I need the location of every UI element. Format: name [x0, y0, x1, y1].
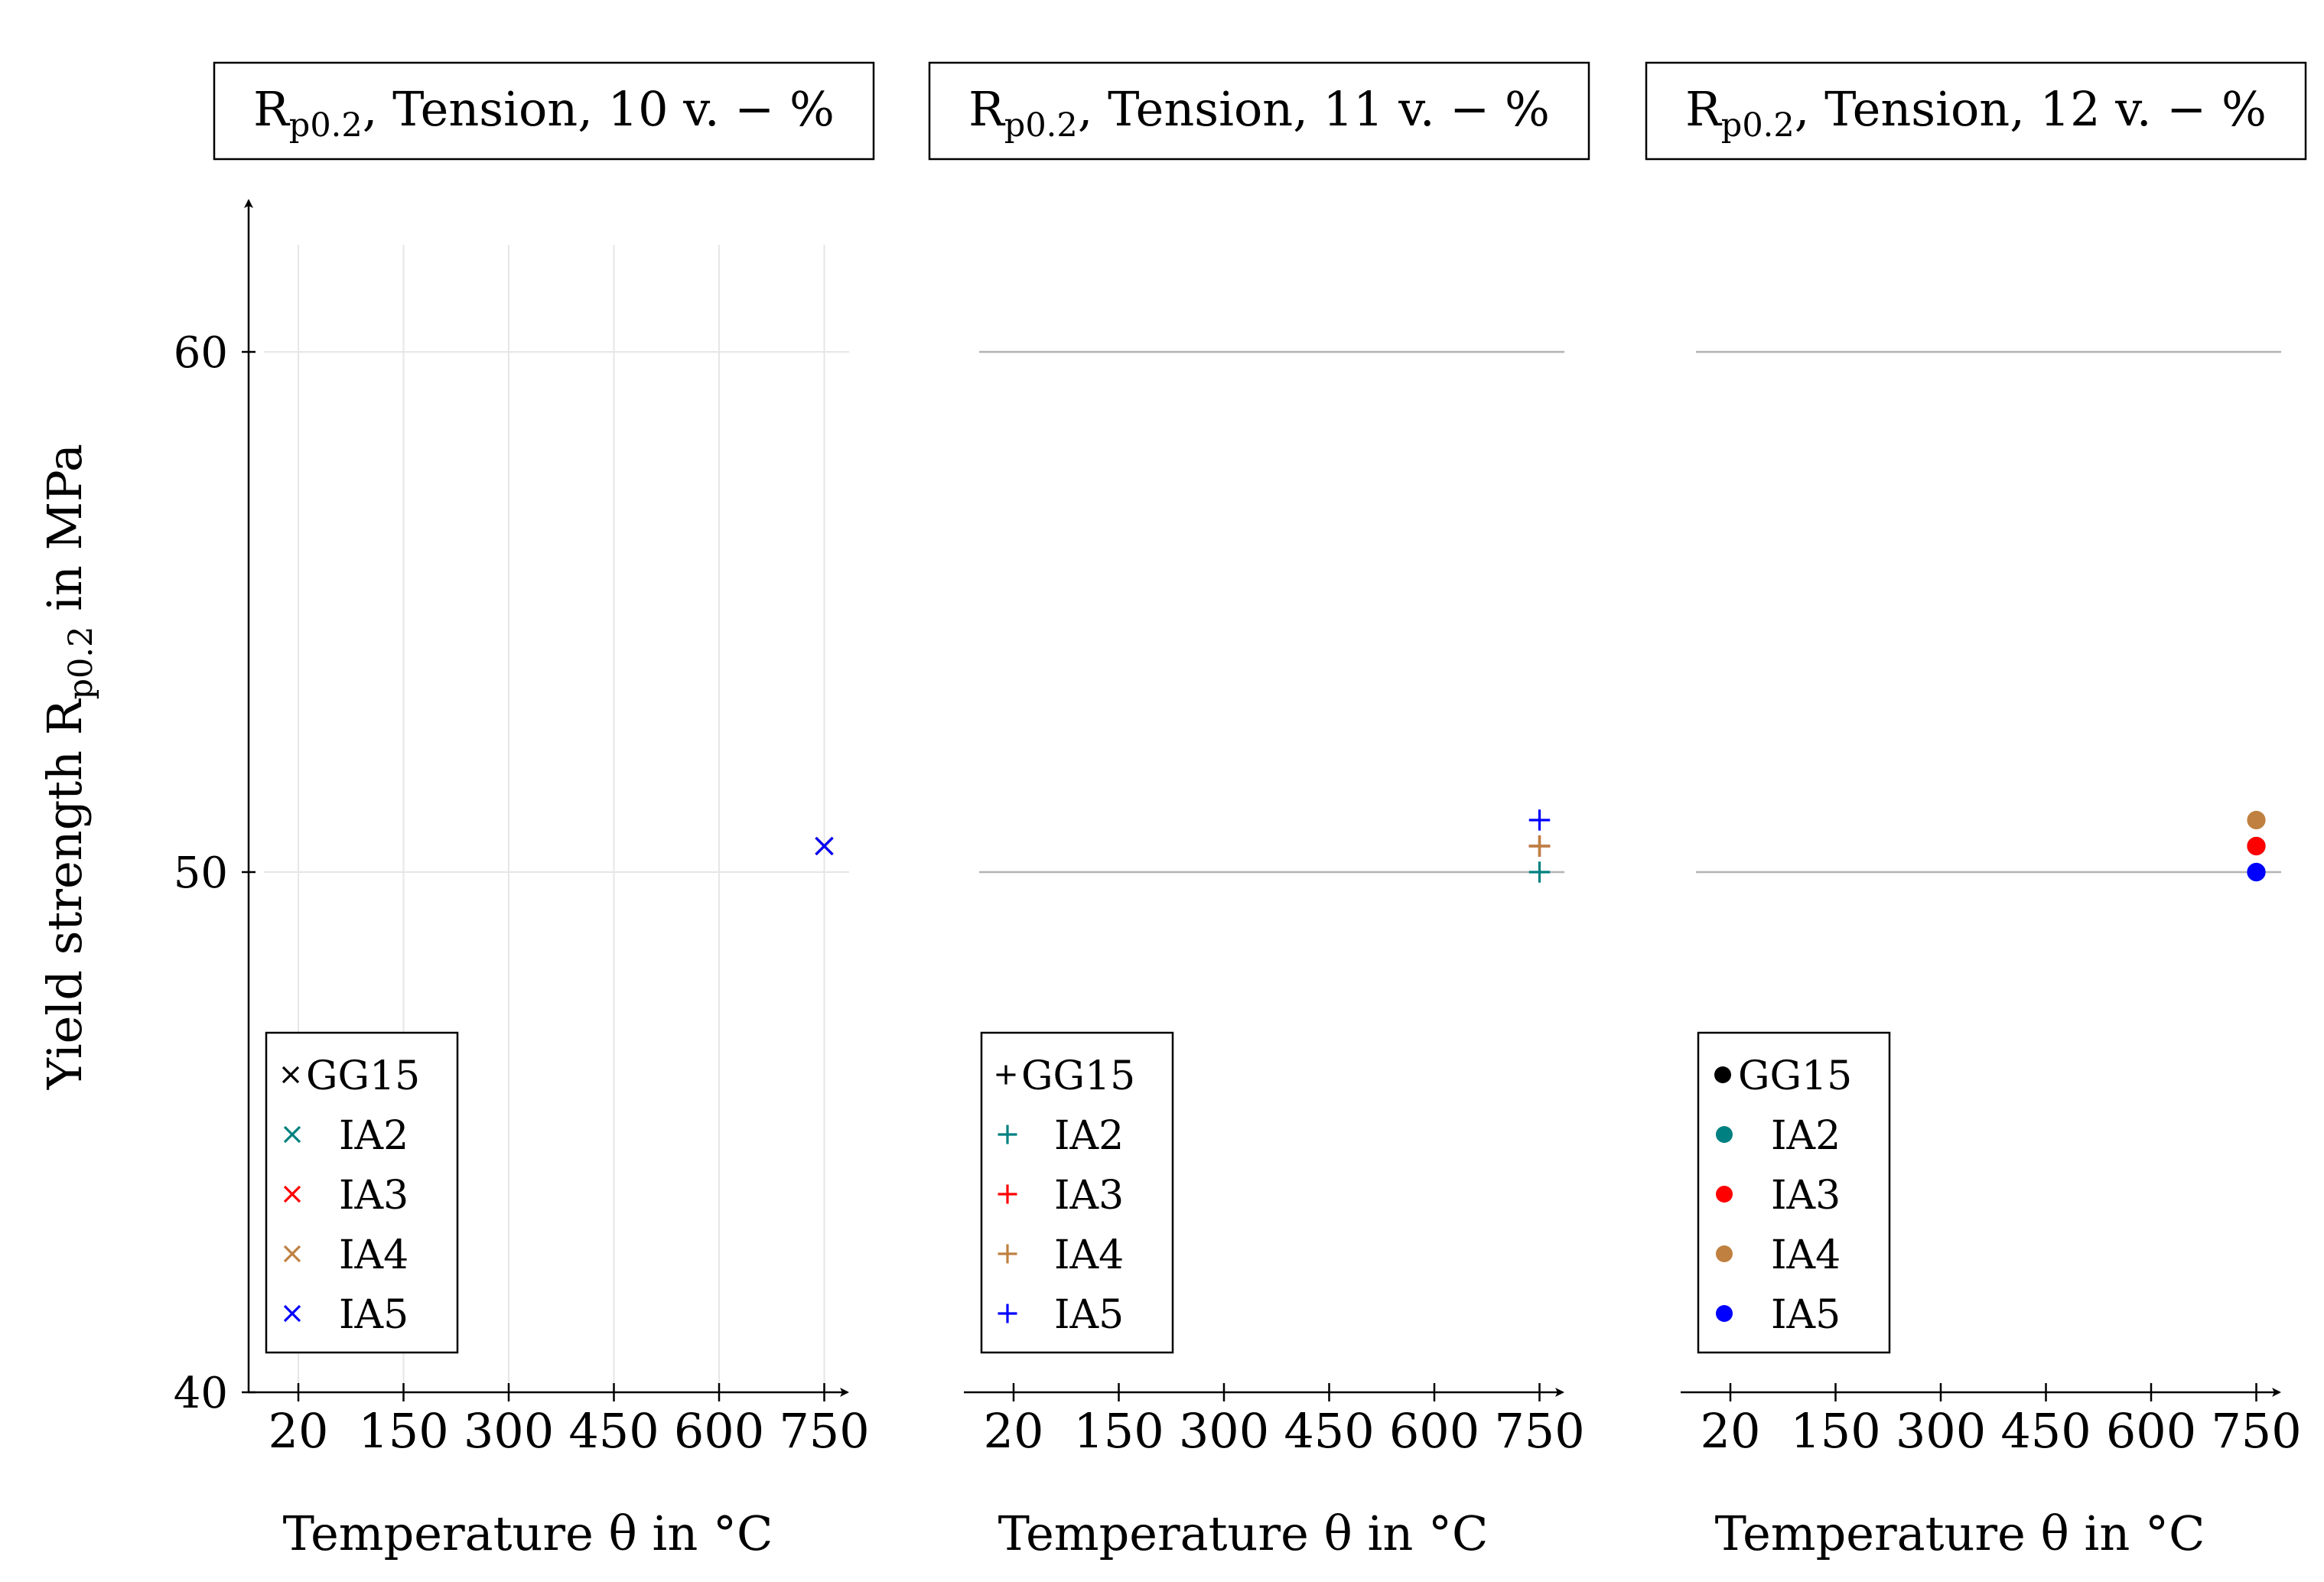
legend-marker-ia5: [283, 1304, 301, 1323]
data-point-ia4: [2247, 810, 2266, 830]
x-tick-label: 600: [2106, 1403, 2196, 1459]
x-tick-label: 150: [1790, 1403, 1880, 1459]
x-tick-label: 300: [1179, 1403, 1269, 1459]
x-tick-label: 150: [358, 1403, 448, 1459]
y-axis-label: Yield strength Rp0.2 in MPa: [37, 444, 100, 1090]
title-box: [213, 61, 875, 161]
legend-label-ia2: IA2: [1054, 1113, 1124, 1159]
legend-label-ia2: IA2: [1771, 1113, 1841, 1159]
x-tick-label: 600: [674, 1403, 764, 1459]
title-box: [928, 61, 1590, 161]
legend-marker-ia2-stroke-b: [283, 1125, 301, 1144]
panel-1: 4050607080901001101201301401501601701801…: [174, 61, 875, 1561]
x-tick-label: 20: [984, 1403, 1044, 1459]
legend-marker-ia4: [1716, 1245, 1733, 1262]
legend-label-ia4: IA4: [339, 1232, 408, 1278]
title-tail: , Tension, 12 v. − %: [1795, 81, 2267, 137]
legend-marker-ia3: [1716, 1186, 1733, 1203]
legend-label-ia3: IA3: [339, 1173, 408, 1219]
title-main: R: [253, 81, 291, 137]
legend-marker-gg15: [1714, 1066, 1731, 1083]
x-tick-label: 150: [1073, 1403, 1164, 1459]
legend-box: [265, 1031, 459, 1354]
legend-marker-ia5: [1716, 1305, 1733, 1322]
title-sub: p0.2: [289, 106, 363, 145]
data-point-ia2: [1528, 861, 1551, 883]
data-point-ia4: [1528, 835, 1551, 857]
legend-label-ia4: IA4: [1054, 1232, 1124, 1278]
legend-label-ia4: IA4: [1771, 1232, 1841, 1278]
legend-marker-ia5: [998, 1304, 1017, 1323]
legend-label-gg15: GG15: [1738, 1053, 1852, 1099]
x-axis-label: Temperature θ in °C: [283, 1506, 773, 1561]
chart-title: Rp0.2, Tension, 11 v. − %: [968, 81, 1550, 145]
title-main: R: [1685, 81, 1723, 137]
legend-marker-gg15-stroke-b: [282, 1066, 300, 1084]
y-tick-label: 40: [174, 1369, 228, 1418]
legend-marker-ia3: [998, 1184, 1017, 1204]
x-tick-label: 300: [464, 1403, 554, 1459]
x-tick-label: 300: [1896, 1403, 1986, 1459]
legend-label-ia5: IA5: [1771, 1292, 1841, 1338]
data-point-ia5: [2247, 862, 2266, 882]
x-axis-label: Temperature θ in °C: [998, 1506, 1489, 1561]
legend-label-ia3: IA3: [1054, 1173, 1124, 1219]
x-tick-label: 750: [1494, 1403, 1584, 1459]
chart-title: Rp0.2, Tension, 10 v. − %: [253, 81, 835, 145]
x-tick-label: 600: [1389, 1403, 1479, 1459]
x-tick-label: 750: [779, 1403, 869, 1459]
data-point-ia3: [2247, 836, 2266, 856]
title-main: R: [968, 81, 1006, 137]
legend-marker-ia4-stroke-b: [283, 1245, 301, 1263]
y-tick-label: 50: [174, 848, 228, 898]
x-tick-label: 450: [1284, 1403, 1374, 1459]
legend-marker-ia3: [283, 1185, 301, 1203]
legend-marker-ia2: [283, 1125, 301, 1144]
legend-marker-gg15: [282, 1066, 300, 1084]
x-tick-label: 750: [2211, 1403, 2301, 1459]
x-tick-label: 450: [568, 1403, 659, 1459]
legend-label-ia2: IA2: [339, 1113, 408, 1159]
data-point-ia5-stroke-b: [815, 836, 834, 856]
title-sub: p0.2: [1721, 106, 1795, 145]
legend-marker-gg15: [996, 1065, 1016, 1085]
title-box: [1645, 61, 2307, 161]
legend-marker-ia2: [1716, 1126, 1733, 1143]
x-tick-label: 20: [1701, 1403, 1761, 1459]
legend-marker-ia4: [283, 1245, 301, 1263]
data-point-ia5: [815, 836, 834, 856]
x-tick-label: 450: [2000, 1403, 2091, 1459]
title-sub: p0.2: [1004, 106, 1078, 145]
legend-box: [980, 1031, 1174, 1354]
data-point-ia5: [1528, 809, 1551, 831]
legend-marker-ia2: [998, 1125, 1017, 1144]
title-tail: , Tension, 10 v. − %: [363, 81, 835, 137]
x-tick-label: 20: [269, 1403, 329, 1459]
legend-marker-ia3-stroke-b: [283, 1185, 301, 1203]
legend-label-ia5: IA5: [1054, 1292, 1124, 1338]
title-tail: , Tension, 11 v. − %: [1078, 81, 1550, 137]
legend-label-ia5: IA5: [339, 1292, 408, 1338]
legend-marker-ia5-stroke-b: [283, 1304, 301, 1323]
legend-marker-ia4: [998, 1244, 1017, 1264]
x-axis-label: Temperature θ in °C: [1715, 1506, 2205, 1561]
legend-label-gg15: GG15: [1021, 1053, 1135, 1099]
legend-label-ia3: IA3: [1771, 1173, 1841, 1219]
legend-label-gg15: GG15: [306, 1053, 420, 1099]
y-tick-label: 60: [174, 328, 228, 378]
chart-title: Rp0.2, Tension, 12 v. − %: [1685, 81, 2267, 145]
